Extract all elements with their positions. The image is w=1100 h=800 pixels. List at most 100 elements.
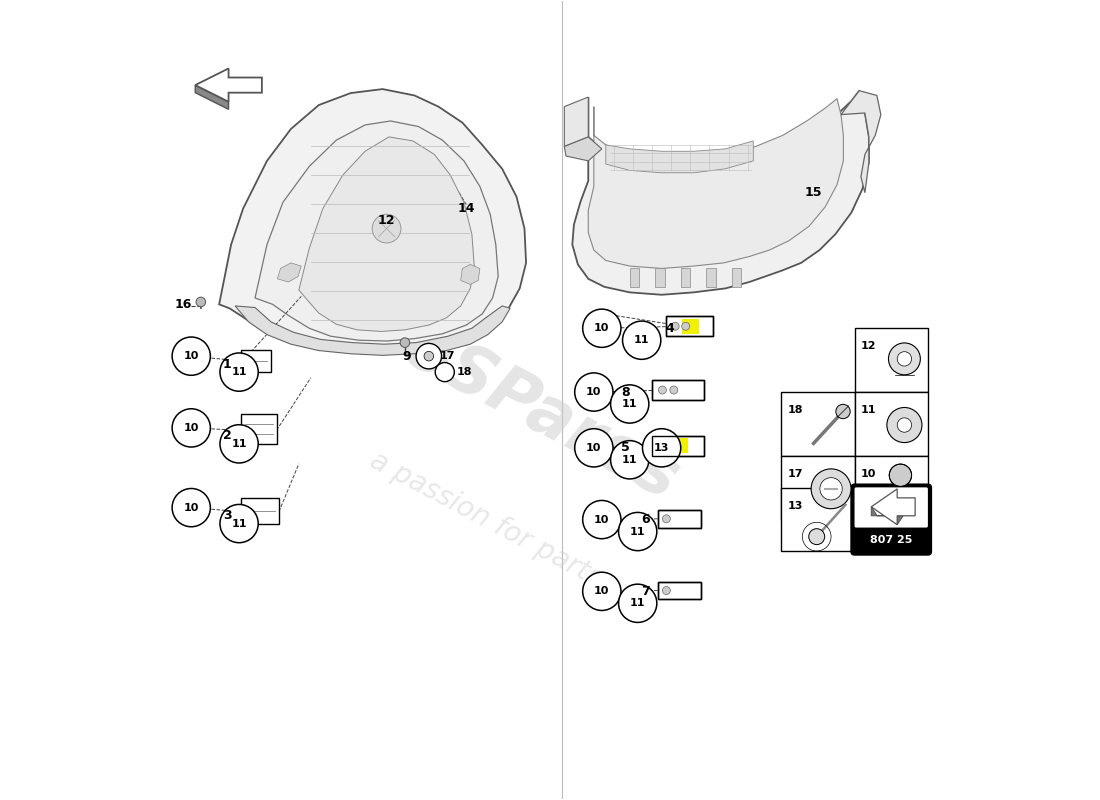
Text: 11: 11 [630, 526, 646, 537]
Circle shape [898, 352, 912, 366]
Circle shape [623, 321, 661, 359]
Circle shape [898, 418, 912, 432]
Circle shape [808, 529, 825, 545]
Text: 14: 14 [458, 202, 475, 215]
Circle shape [662, 586, 670, 594]
Text: 10: 10 [594, 586, 609, 596]
Text: 2: 2 [222, 430, 231, 442]
Polygon shape [572, 90, 869, 294]
Circle shape [820, 478, 843, 500]
Circle shape [583, 309, 621, 347]
Text: a passion for parts: a passion for parts [365, 446, 607, 593]
Polygon shape [461, 265, 480, 285]
Text: 15: 15 [804, 186, 822, 199]
Bar [855, 456, 928, 519]
Text: 18: 18 [788, 405, 803, 415]
Polygon shape [606, 141, 754, 173]
Circle shape [583, 501, 621, 538]
Text: 10: 10 [586, 443, 602, 453]
Text: 17: 17 [440, 351, 455, 361]
Polygon shape [629, 269, 639, 286]
Text: euroSPares: euroSPares [283, 254, 690, 514]
FancyBboxPatch shape [855, 487, 928, 527]
Polygon shape [842, 90, 881, 193]
Text: 11: 11 [621, 399, 638, 409]
Circle shape [659, 386, 667, 394]
Polygon shape [871, 507, 903, 525]
Polygon shape [564, 97, 589, 146]
Bar [666, 316, 714, 336]
Circle shape [662, 515, 670, 522]
Text: 7: 7 [641, 585, 650, 598]
Circle shape [889, 343, 921, 375]
Polygon shape [656, 269, 664, 286]
Polygon shape [255, 121, 498, 341]
Bar [241, 414, 276, 444]
Text: 6: 6 [641, 513, 650, 526]
Circle shape [610, 385, 649, 423]
Bar [652, 436, 704, 456]
Text: 13: 13 [653, 443, 669, 453]
Polygon shape [732, 269, 741, 286]
Bar [781, 488, 855, 551]
Circle shape [642, 429, 681, 467]
Text: 17: 17 [788, 469, 803, 478]
Polygon shape [681, 269, 691, 286]
Polygon shape [235, 306, 510, 355]
Bar [855, 328, 928, 392]
Circle shape [220, 353, 258, 391]
Circle shape [618, 584, 657, 622]
Text: 3: 3 [223, 509, 231, 522]
Circle shape [811, 469, 851, 509]
Circle shape [424, 351, 433, 361]
Text: 10: 10 [594, 323, 609, 334]
Circle shape [889, 464, 912, 486]
Text: 16: 16 [175, 298, 192, 311]
Text: 11: 11 [231, 518, 246, 529]
Text: 11: 11 [231, 439, 246, 449]
Circle shape [172, 489, 210, 526]
Polygon shape [277, 263, 301, 282]
Circle shape [682, 322, 690, 330]
Text: 5: 5 [621, 442, 630, 454]
Polygon shape [195, 85, 229, 110]
Polygon shape [219, 89, 526, 348]
Circle shape [220, 505, 258, 542]
Bar [658, 582, 702, 599]
Bar [241, 498, 279, 523]
Text: 11: 11 [621, 454, 638, 465]
Text: 10: 10 [586, 387, 602, 397]
Circle shape [671, 322, 679, 330]
Bar [241, 350, 271, 372]
Text: 18: 18 [456, 367, 472, 377]
Bar [682, 318, 700, 334]
Circle shape [618, 513, 657, 550]
Circle shape [836, 404, 850, 418]
Circle shape [610, 441, 649, 479]
Circle shape [416, 343, 441, 369]
Polygon shape [871, 489, 915, 525]
Text: 11: 11 [634, 335, 649, 346]
Text: 12: 12 [377, 214, 395, 227]
Text: 12: 12 [861, 341, 877, 351]
Circle shape [583, 572, 621, 610]
Text: 10: 10 [594, 514, 609, 525]
Circle shape [436, 362, 454, 382]
Circle shape [372, 214, 400, 243]
Text: 10: 10 [184, 423, 199, 433]
Text: 8: 8 [621, 386, 630, 398]
Text: 1: 1 [222, 358, 231, 370]
Bar [652, 380, 704, 400]
Circle shape [574, 429, 613, 467]
Circle shape [196, 297, 206, 306]
Polygon shape [564, 137, 602, 161]
Bar [652, 380, 704, 400]
Text: 13: 13 [788, 501, 803, 510]
Bar [666, 316, 714, 336]
Bar [658, 582, 702, 599]
Text: 11: 11 [231, 367, 246, 377]
Circle shape [670, 386, 678, 394]
FancyBboxPatch shape [851, 485, 931, 554]
Circle shape [659, 442, 667, 450]
Text: 807 25: 807 25 [870, 535, 912, 545]
